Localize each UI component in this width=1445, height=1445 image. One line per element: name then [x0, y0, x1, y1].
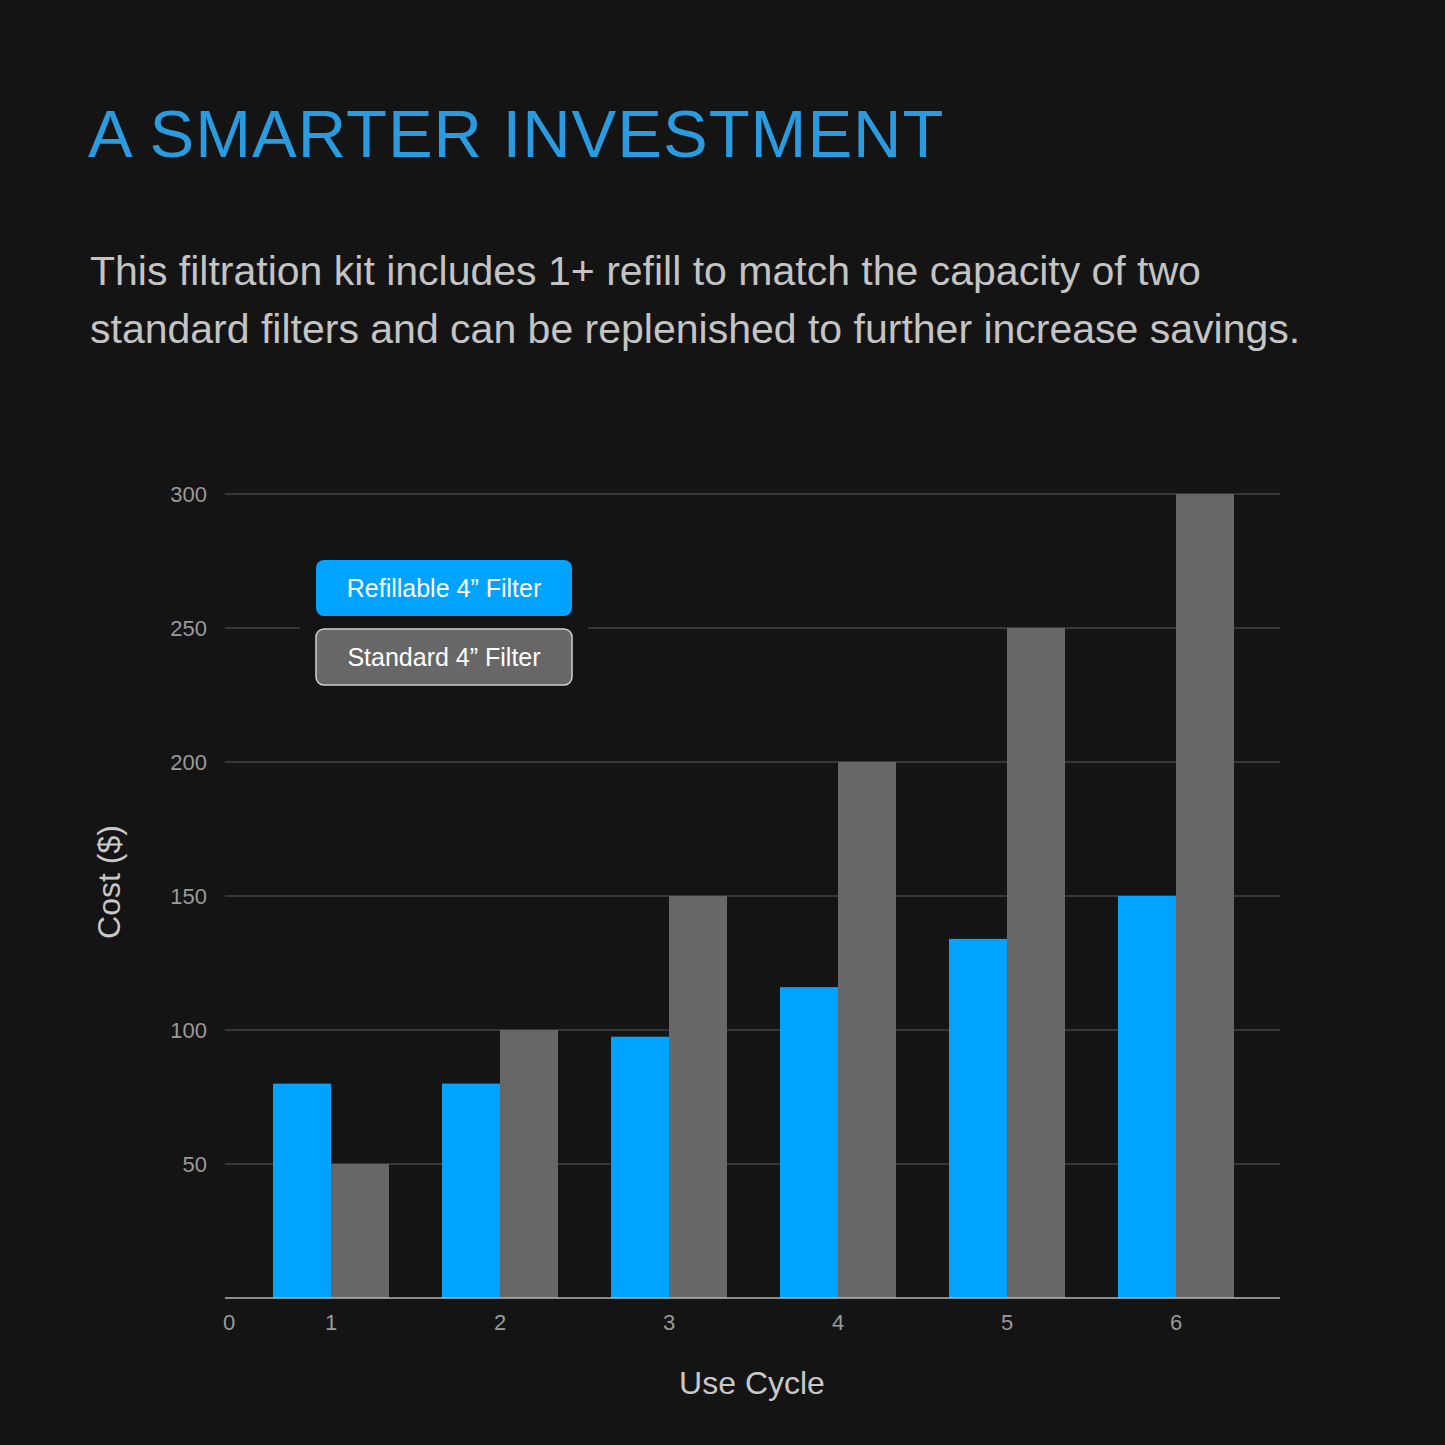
- x-tick-label: 4: [832, 1310, 844, 1335]
- legend: Refillable 4” Filter Standard 4” Filter: [300, 550, 588, 698]
- y-axis-label: Cost ($): [91, 825, 127, 939]
- chart: 0 50 100 150 200 250 300 1 2 3 4 5 6 Use Cycle Cost ($…: [0, 0, 1445, 1445]
- bar: [949, 939, 1007, 1298]
- bar: [273, 1084, 331, 1298]
- bar: [669, 896, 727, 1298]
- page: A SMARTER INVESTMENT This filtration kit…: [0, 0, 1445, 1445]
- x-tick-label: 6: [1170, 1310, 1182, 1335]
- x-axis-line: [225, 1297, 1280, 1299]
- bar: [611, 1037, 669, 1298]
- title: A SMARTER INVESTMENT: [88, 100, 944, 167]
- legend-label: Standard 4” Filter: [347, 643, 540, 671]
- subtitle: This filtration kit includes 1+ refill t…: [90, 242, 1305, 358]
- x-axis-label: Use Cycle: [679, 1365, 825, 1401]
- legend-swatch: [316, 560, 572, 616]
- legend-background: [300, 550, 588, 698]
- bars: [273, 494, 1234, 1298]
- y-tick-label: 50: [183, 1152, 207, 1177]
- grid-line: [225, 762, 1280, 763]
- bar: [838, 762, 896, 1298]
- x-tick-label: 3: [663, 1310, 675, 1335]
- bar: [1176, 494, 1234, 1298]
- bar: [1007, 628, 1065, 1298]
- y-tick-label: 250: [170, 616, 207, 641]
- x-tick-label: 1: [325, 1310, 337, 1335]
- legend-label: Refillable 4” Filter: [347, 574, 542, 602]
- bar: [331, 1164, 389, 1298]
- x-tick-label: 2: [494, 1310, 506, 1335]
- legend-swatch: [316, 629, 572, 685]
- y-tick-label: 0: [223, 1310, 235, 1335]
- x-tick-label: 5: [1001, 1310, 1013, 1335]
- y-tick-label: 200: [170, 750, 207, 775]
- bar: [780, 987, 838, 1298]
- bar: [1118, 896, 1176, 1298]
- y-tick-label: 300: [170, 482, 207, 507]
- bar: [500, 1030, 558, 1298]
- bar: [442, 1084, 500, 1298]
- grid-line: [225, 494, 1280, 495]
- y-tick-label: 100: [170, 1018, 207, 1043]
- y-tick-label: 150: [170, 884, 207, 909]
